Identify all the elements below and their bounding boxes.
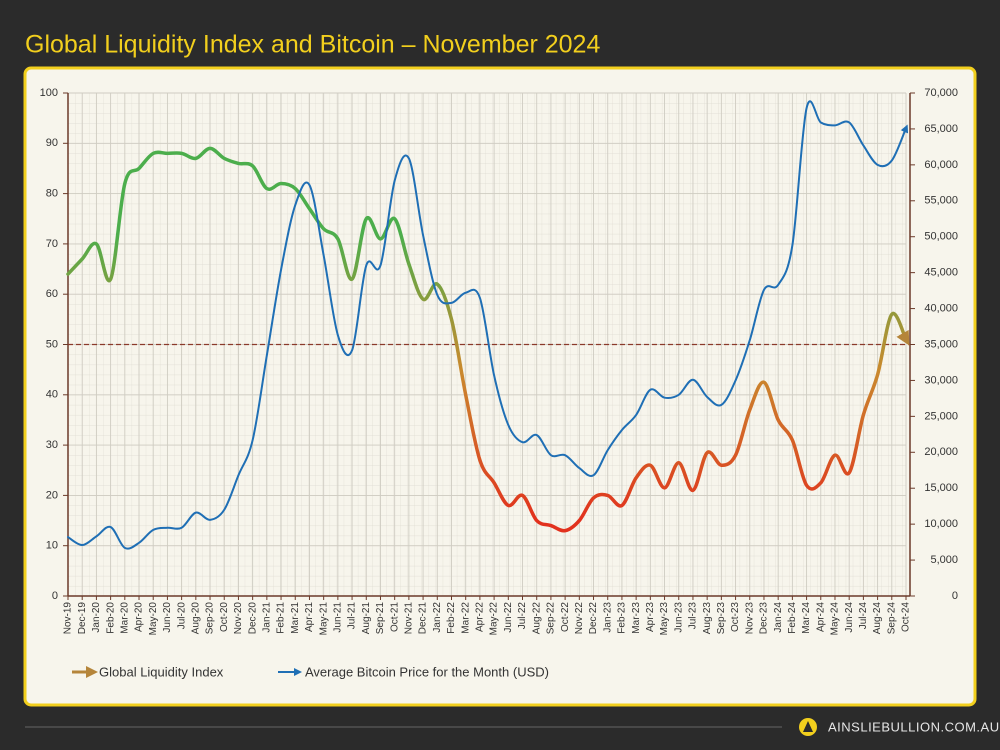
x-tick-label: Feb-23 [617,602,628,634]
x-tick-label: Oct-22 [560,602,571,632]
x-tick-label: Sep-23 [716,602,727,635]
series-line [66,146,910,533]
x-tick-label: Apr-20 [134,602,145,632]
x-tick-label: Nov-22 [574,602,585,635]
x-tick-label: Sep-21 [375,602,386,635]
y2-tick-label: 45,000 [924,267,958,279]
y-tick-label: 70 [46,238,58,250]
x-tick-label: Aug-23 [702,602,713,635]
x-tick-label: May-21 [318,602,329,636]
x-tick-label: Aug-20 [190,602,201,635]
x-tick-label: Jun-22 [503,602,514,633]
y2-tick-label: 15,000 [924,482,958,494]
x-tick-label: Aug-21 [361,602,372,635]
x-tick-label: Mar-21 [290,602,301,634]
x-tick-label: Feb-20 [105,602,116,634]
y2-tick-label: 40,000 [924,302,958,314]
x-tick-label: Oct-23 [730,602,741,632]
x-tick-label: Jul-23 [688,602,699,630]
x-tick-label: Jun-21 [333,602,344,633]
plot: 0 10 20 30 40 50 60 70 80 90 100 0 5,000 10,000 15,000… [40,87,958,680]
x-tick-label: Jan-21 [261,602,272,633]
y-tick-label: 80 [46,188,58,200]
x-tick-label: Dec-20 [247,602,258,635]
x-tick-label: Apr-21 [304,602,315,632]
y2-tick-label: 5,000 [930,554,958,566]
x-tick-label: May-20 [148,602,159,636]
y2-tick-label: 60,000 [924,159,958,171]
logo-mark [803,721,813,732]
x-tick-label: Mar-20 [119,602,130,634]
x-tick-label: Jan-24 [773,602,784,633]
y-tick-label: 10 [46,540,58,552]
x-tick-label: Feb-21 [276,602,287,634]
x-tick-label: Dec-19 [77,602,88,635]
y2-tick-label: 55,000 [924,195,958,207]
x-tick-label: Jul-22 [517,602,528,630]
y-tick-label: 60 [46,288,58,300]
y2-tick-label: 30,000 [924,374,958,386]
series-line [67,100,909,550]
y2-tick-label: 70,000 [924,87,958,99]
y2-tick-label: 0 [952,590,958,602]
y2-tick-label: 25,000 [924,410,958,422]
x-tick-label: Dec-21 [418,602,429,635]
x-tick-label: Apr-23 [645,602,656,632]
x-tick-label: Jan-22 [432,602,443,633]
x-tick-label: Jun-20 [162,602,173,633]
x-tick-label: Nov-20 [233,602,244,635]
x-tick-label: Oct-24 [901,602,912,632]
x-tick-label: Jun-23 [673,602,684,633]
x-tick-label: Jul-24 [858,602,869,630]
x-tick-label: Apr-24 [815,602,826,632]
x-tick-label: Aug-22 [531,602,542,635]
y2-tick-label: 65,000 [924,123,958,135]
y-tick-label: 40 [46,389,58,401]
x-tick-label: Dec-23 [759,602,770,635]
x-tick-label: Sep-22 [546,602,557,635]
y2-tick-label: 10,000 [924,518,958,530]
x-tick-label: Nov-23 [744,602,755,635]
x-tick-label: Nov-21 [404,602,415,635]
x-tick-label: May-23 [659,602,670,636]
x-tick-label: Mar-22 [460,602,471,634]
x-tick-label: Jan-23 [602,602,613,633]
y-tick-label: 90 [46,137,58,149]
x-tick-label: Apr-22 [475,602,486,632]
x-tick-label: Nov-19 [63,602,74,635]
x-tick-label: Jul-20 [176,602,187,630]
x-tick-label: Sep-24 [886,602,897,635]
chart-title: Global Liquidity Index and Bitcoin – Nov… [25,31,600,59]
y2-tick-label: 50,000 [924,231,958,243]
legend-label: Average Bitcoin Price for the Month (USD… [305,664,549,679]
y-tick-label: 0 [52,590,58,602]
x-tick-label: Oct-20 [219,602,230,632]
x-tick-label: Jun-24 [844,602,855,633]
x-tick-label: Aug-24 [872,602,883,635]
x-tick-label: Mar-23 [631,602,642,634]
x-tick-label: Jan-20 [91,602,102,633]
y-tick-label: 30 [46,439,58,451]
y2-tick-label: 20,000 [924,446,958,458]
legend-label: Global Liquidity Index [99,664,224,679]
footer-brand: AINSLIEBULLION.COM.AU [828,719,1000,734]
x-tick-label: Mar-24 [801,602,812,634]
y-tick-label: 20 [46,489,58,501]
x-tick-label: Dec-22 [588,602,599,635]
x-tick-label: May-22 [489,602,500,636]
y-tick-label: 100 [40,87,58,99]
x-tick-label: Oct-21 [389,602,400,632]
x-tick-label: Sep-20 [205,602,216,635]
x-tick-label: Feb-24 [787,602,798,634]
x-tick-label: May-24 [830,602,841,636]
y2-tick-label: 35,000 [924,338,958,350]
y-tick-label: 50 [46,338,58,350]
x-tick-label: Jul-21 [347,602,358,630]
x-tick-label: Feb-22 [446,602,457,634]
